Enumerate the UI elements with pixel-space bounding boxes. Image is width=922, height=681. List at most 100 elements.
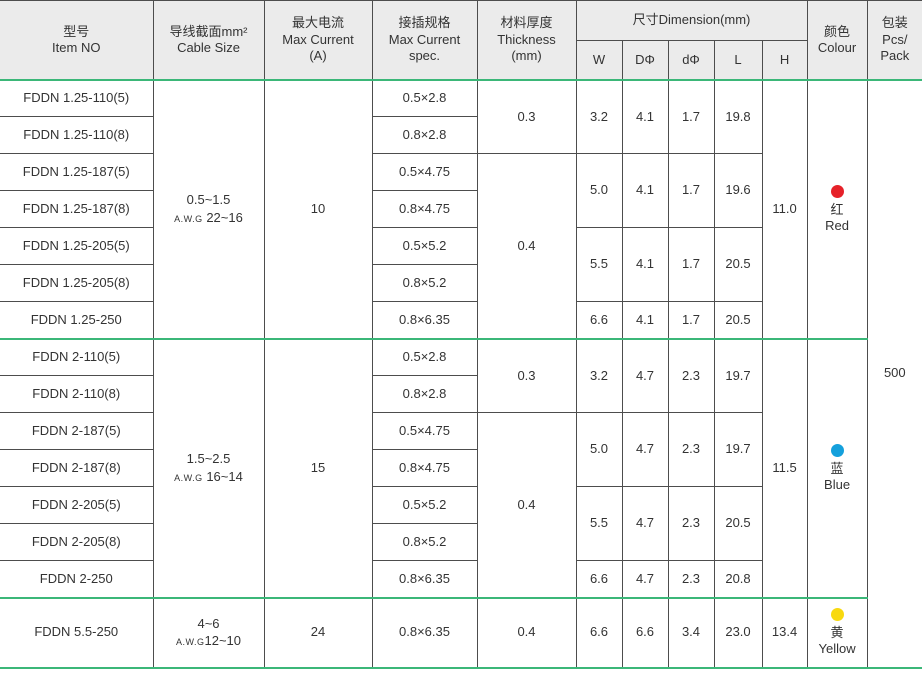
item-cell: FDDN 5.5-250 [0, 596, 154, 669]
cable-size-value: 4~6 [197, 615, 220, 631]
dim-Dphi-cell: 6.6 [621, 596, 669, 669]
dim-dphi-cell: 2.3 [667, 337, 715, 413]
dim-h-cell: 13.4 [761, 596, 808, 669]
dim-l-cell: 19.8 [713, 79, 763, 154]
header-pack-en: Pcs/ [882, 31, 908, 47]
table-row: FDDN 2-187(5) 0.5×4.75 0.4 5.0 4.7 2.3 1… [0, 412, 922, 598]
thickness-cell: 0.3 [476, 79, 577, 154]
header-pack: 包装 Pcs/ Pack [866, 0, 922, 81]
header-max-current-zh: 最大电流 [291, 15, 344, 31]
dim-Dphi-cell: 4.1 [621, 79, 669, 154]
dim-l-cell: 23.0 [713, 596, 763, 669]
table-row: FDDN 2-250 0.8×6.35 6.6 4.7 2.3 20.8 [0, 560, 922, 598]
spec-cell: 0.8×2.8 [371, 116, 478, 154]
table-row: FDDN 2-205(8) 0.8×5.2 [0, 523, 922, 561]
table-row: FDDN 2-110(5) 1.5~2.5 A.W.G 16~14 15 0.5… [0, 337, 922, 598]
header-dim-w: W [575, 40, 623, 81]
spec-cell: 0.5×4.75 [371, 153, 478, 191]
dim-Dphi-cell: 4.1 [621, 153, 669, 228]
red-dot-icon [830, 184, 844, 198]
dim-w-cell: 6.6 [575, 301, 623, 339]
colour-en: Yellow [818, 641, 856, 656]
dim-Dphi-cell: 4.7 [621, 412, 669, 487]
header-spec-zh: 接插规格 [398, 15, 451, 31]
item-cell: FDDN 1.25-110(8) [0, 116, 154, 154]
header-row-dimension-sub: W DΦ dΦ L H [0, 40, 922, 81]
table-row: FDDN 2-205(5) 0.5×5.2 5.5 4.7 2.3 20.5 [0, 486, 922, 561]
item-cell: FDDN 1.25-205(8) [0, 264, 154, 302]
item-cell: FDDN 2-205(5) [0, 486, 154, 524]
cable-size-cell: 0.5~1.5 A.W.G 22~16 [152, 79, 265, 339]
dim-dphi-cell: 1.7 [667, 301, 715, 339]
thickness-cell: 0.4 [476, 412, 577, 598]
dim-Dphi-cell: 4.7 [621, 337, 669, 413]
dim-l-cell: 20.5 [713, 301, 763, 339]
dim-dphi-cell: 2.3 [667, 486, 715, 561]
item-cell: FDDN 1.25-187(8) [0, 190, 154, 228]
spec-cell: 0.5×2.8 [371, 79, 478, 117]
dim-w-cell: 5.0 [575, 153, 623, 228]
colour-cell: 黄 Yellow [806, 596, 868, 669]
dim-Dphi-cell: 4.1 [621, 301, 669, 339]
header-spec-line3: spec. [408, 47, 441, 63]
dim-h-cell: 11.5 [761, 337, 808, 598]
header-max-current: 最大电流 Max Current (A) [263, 0, 373, 81]
header-dim-Dphi: DΦ [621, 40, 669, 81]
dim-Dphi-cell: 4.7 [621, 560, 669, 598]
dim-dphi-cell: 2.3 [667, 412, 715, 487]
table-row: FDDN 1.25-187(5) 0.5×4.75 0.4 5.0 4.1 1.… [0, 153, 922, 339]
awg-value: 22~16 [206, 209, 243, 225]
header-cable-size-en: Cable Size [177, 39, 240, 55]
dim-l-cell: 19.7 [713, 412, 763, 487]
header-spec-en: Max Current [388, 31, 461, 47]
spec-cell: 0.8×6.35 [371, 301, 478, 339]
header-pack-zh: 包装 [881, 15, 908, 31]
dim-w-cell: 6.6 [575, 560, 623, 598]
max-current-cell: 15 [263, 337, 373, 598]
header-colour-en: Colour [817, 39, 857, 55]
header-thickness-unit: (mm) [511, 47, 542, 63]
table-row: FDDN 1.25-187(8) 0.8×4.75 [0, 190, 922, 228]
spec-cell: 0.8×6.35 [371, 596, 478, 669]
header-thickness-en: Thickness [497, 31, 556, 47]
spec-cell: 0.5×4.75 [371, 412, 478, 450]
table-row: FDDN 5.5-250 4~6 A.W.G12~10 24 0.8×6.35 … [0, 596, 922, 669]
spec-cell: 0.8×6.35 [371, 560, 478, 598]
table-row: FDDN 1.25-110(8) 0.8×2.8 [0, 116, 922, 154]
header-dim-l: L [713, 40, 763, 81]
dim-l-cell: 20.8 [713, 560, 763, 598]
cable-size-value: 1.5~2.5 [186, 451, 231, 467]
dim-l-cell: 19.7 [713, 337, 763, 413]
colour-en: Blue [824, 476, 851, 492]
header-thickness-zh: 材料厚度 [500, 15, 553, 31]
header-max-current-unit: (A) [309, 47, 327, 63]
header-cable-size-zh: 导线截面mm² [169, 23, 248, 39]
header-dim-h: H [761, 40, 808, 81]
spec-cell: 0.5×5.2 [371, 486, 478, 524]
table-row: FDDN 1.25-205(5) 0.5×5.2 5.5 4.1 1.7 20.… [0, 227, 922, 302]
awg-value: 16~14 [206, 468, 243, 484]
thickness-cell: 0.4 [476, 153, 577, 339]
spec-cell: 0.5×2.8 [371, 337, 478, 376]
dim-w-cell: 3.2 [575, 337, 623, 413]
item-cell: FDDN 2-250 [0, 560, 154, 598]
item-cell: FDDN 1.25-187(5) [0, 153, 154, 191]
awg-label: A.W.G [175, 637, 205, 647]
spec-cell: 0.5×5.2 [371, 227, 478, 265]
header-colour: 颜色 Colour [806, 0, 868, 81]
pack-qty-cell: 500 [866, 79, 922, 669]
blue-dot-icon [830, 443, 844, 457]
table-row: FDDN 1.25-110(5) 0.5~1.5 A.W.G 22~16 10 … [0, 79, 922, 669]
item-cell: FDDN 1.25-110(5) [0, 79, 154, 117]
dim-w-cell: 3.2 [575, 79, 623, 154]
header-thickness: 材料厚度 Thickness (mm) [476, 0, 577, 81]
table-row: FDDN 2-187(8) 0.8×4.75 [0, 449, 922, 487]
item-cell: FDDN 2-205(8) [0, 523, 154, 561]
item-cell: FDDN 2-110(5) [0, 337, 154, 376]
item-cell: FDDN 2-110(8) [0, 375, 154, 413]
header-colour-zh: 颜色 [824, 23, 851, 39]
awg-label: A.W.G [174, 472, 203, 483]
header-dim-dphi: dΦ [667, 40, 715, 81]
header-pack-line3: Pack [880, 47, 910, 63]
